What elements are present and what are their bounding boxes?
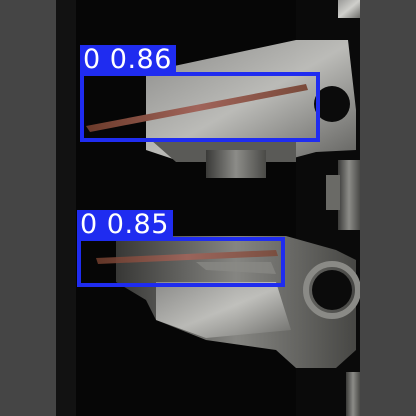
detection-box-1 xyxy=(80,72,320,142)
detection-label-1: 0 0.86 xyxy=(80,45,176,75)
detection-label-2: 0 0.85 xyxy=(77,210,173,240)
detection-box-2 xyxy=(77,237,285,287)
inspection-photo xyxy=(56,0,360,416)
photo-scene xyxy=(56,0,360,416)
